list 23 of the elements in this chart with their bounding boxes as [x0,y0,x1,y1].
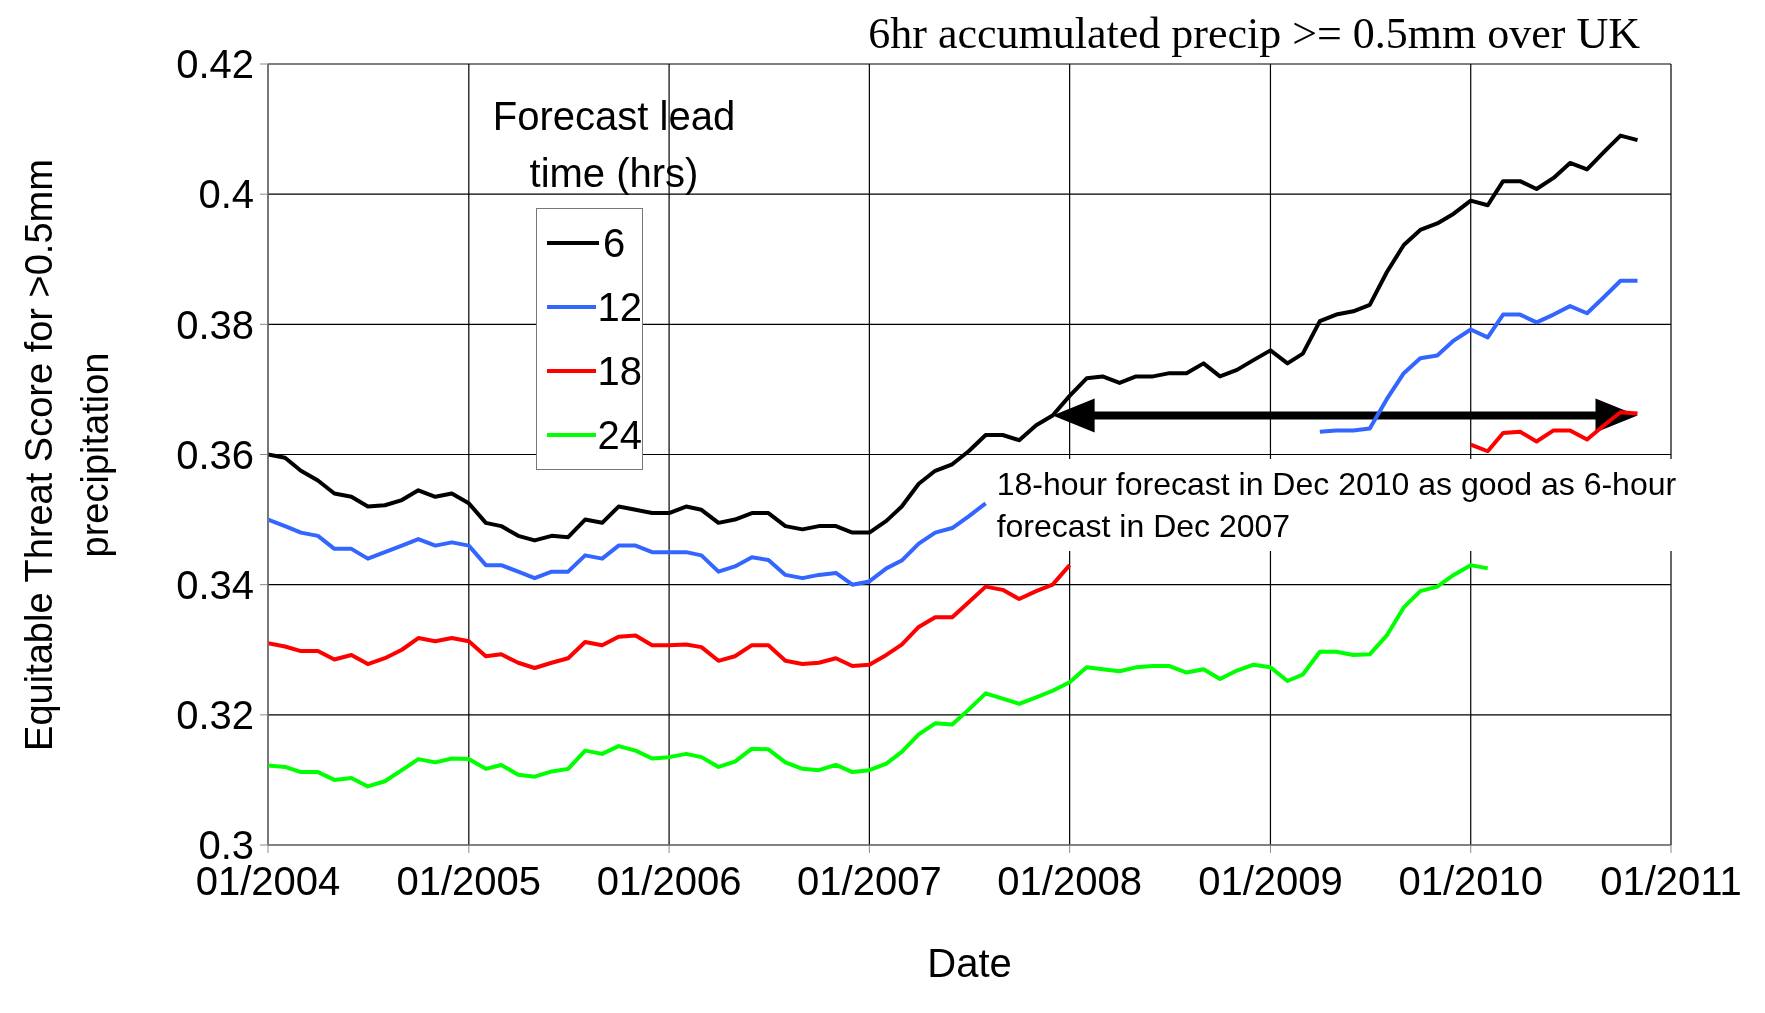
line-series [268,563,1490,789]
y-tick-label: 0.38 [176,302,254,347]
y-tick-label: 0.4 [198,172,254,217]
x-tick-label: 01/2004 [195,859,341,904]
legend-label: 24 [597,412,642,458]
legend-label: 18 [597,348,642,394]
y-tick-label: 0.42 [176,42,254,87]
y-tick-label: 0.34 [176,562,254,607]
chart-title: 6hr accumulated precip >= 0.5mm over UK [868,8,1640,59]
x-tick-label: 01/2005 [396,859,542,904]
legend-label: 6 [603,220,626,266]
x-tick-label: 01/2008 [997,859,1142,904]
y-tick-label: 0.32 [176,693,254,738]
annotation: 18-hour forecast in Dec 2010 as good as 6-hour forecast in Dec 2007 [990,459,1703,552]
x-tick-label: 01/2009 [1198,859,1343,904]
y-tick-label: 0.36 [176,432,254,477]
y-axis-title: Equitable Threat Score for >0.5mm precipitation [16,157,117,753]
x-tick-label: 01/2010 [1398,859,1544,904]
legend-label: 12 [597,284,642,330]
x-axis-title: Date [926,941,1013,986]
x-tick-label: 01/2007 [797,859,942,904]
x-tick-label: 01/2006 [596,859,742,904]
x-tick-label: 01/2011 [1600,859,1742,904]
